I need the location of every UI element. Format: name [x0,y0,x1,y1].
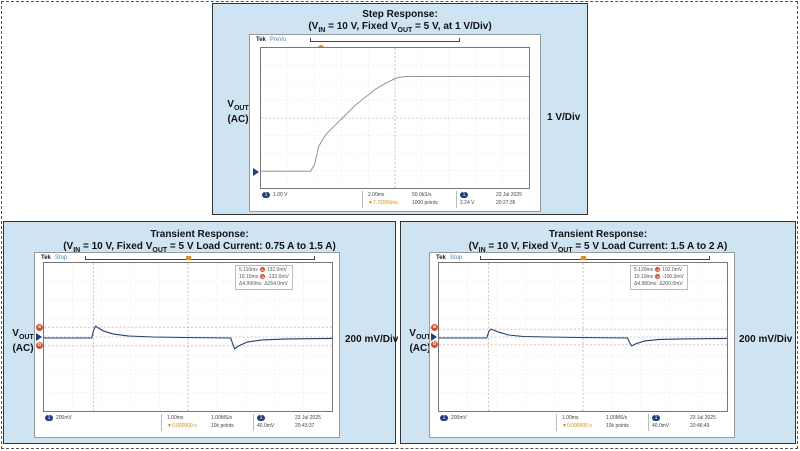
scope-status-bar: 1 1.00 V 2.00ms 50.0kS/s ▼7.72000ms 1000 … [260,191,530,208]
cursor-b-marker: b [36,342,43,349]
panel-title: Step Response: (VIN = 10 V, Fixed VOUT =… [308,9,492,34]
channel-1-ground-marker [253,168,259,176]
cursor-b-marker: b [431,341,438,348]
vout-label: VOUT (AC) [409,328,431,354]
transient-response-panel-right: Transient Response: (VIN = 10 V, Fixed V… [400,221,796,444]
waveform-grid [260,47,530,189]
record-bar [310,38,460,42]
cursor-readout: 5.110ms a 132.0mV 10.10ms b -132.0mV Δ4.990m… [235,265,293,290]
panel-title: Transient Response: (VIN = 10 V, Fixed V… [63,229,336,254]
scope-status-bar: 1 200mV 1.00ms 1.00MS/s ▼0.000000 s 10k p… [43,414,333,431]
scope-brand: Tek PreVu [256,37,287,43]
oscilloscope-screen: Tek Stop [34,252,340,438]
trigger-marker-icon [186,256,191,260]
scope-status-bar: 1 200mV 1.00ms 1.00MS/s ▼0.000000 s 10k p… [438,414,728,431]
channel-1-ground-marker [431,333,437,341]
step-waveform [261,48,529,188]
cursor-readout: 5.120ms a 102.0mV 10.10ms b -100.0mV Δ4.980m… [630,265,688,290]
scale-label: 1 V/Div [547,112,581,123]
cursor-a-marker: a [431,324,438,331]
transient-response-panel-left: Transient Response: (VIN = 10 V, Fixed V… [3,221,399,444]
trigger-marker-icon [581,256,586,260]
panel-title: Transient Response: (VIN = 10 V, Fixed V… [468,229,728,254]
record-bar [480,256,710,260]
vout-label: VOUT (AC) [227,99,249,125]
step-response-panel: Step Response: (VIN = 10 V, Fixed VOUT =… [212,3,588,215]
channel-1-ground-marker [36,333,42,341]
record-bar [85,256,315,260]
transient-waveform [44,263,332,411]
scope-brand: Tek Stop [41,255,68,261]
scale-label: 200 mV/Div [345,334,399,345]
oscilloscope-screen: Tek PreVu 1 1.00 V 2.00ms [249,34,541,212]
cursor-a-marker: a [36,324,43,331]
oscilloscope-screen: Tek Stop [429,252,735,438]
scale-label: 200 mV/Div [739,334,793,345]
vout-label: VOUT (AC) [12,328,34,354]
scope-brand: Tek Stop [436,255,463,261]
